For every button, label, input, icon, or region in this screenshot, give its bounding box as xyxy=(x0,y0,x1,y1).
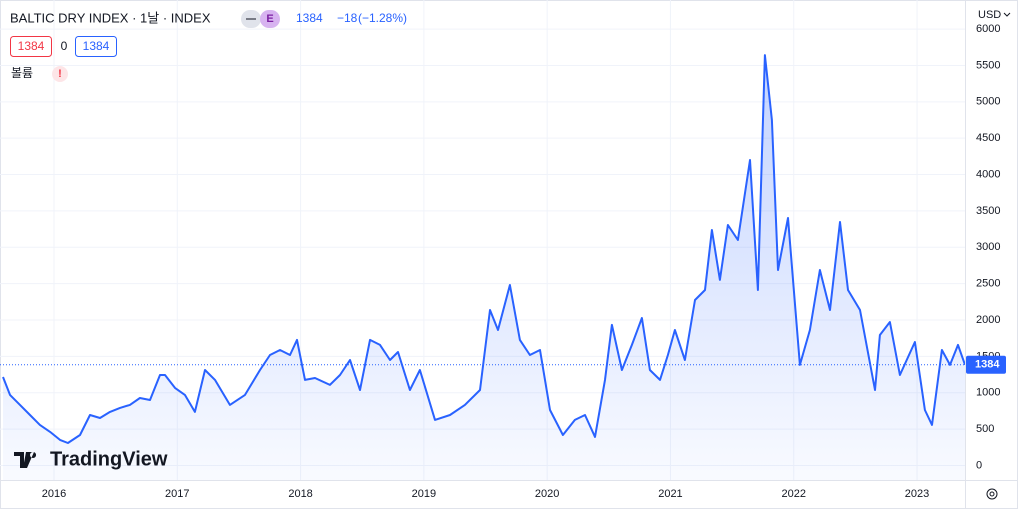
volume-label: 볼륨 xyxy=(11,66,33,80)
y-tick-label: 2500 xyxy=(976,278,1000,290)
y-tick-label: 5500 xyxy=(976,59,1000,71)
area xyxy=(2,55,966,480)
x-tick-label: 2021 xyxy=(658,488,682,500)
bid-box[interactable] xyxy=(10,36,52,57)
y-tick-label: 4500 xyxy=(976,132,1000,144)
x-tick-label: 2018 xyxy=(288,488,312,500)
last-price-label: 1384 xyxy=(975,359,1000,371)
settings-icon[interactable] xyxy=(986,488,998,500)
brand-logo xyxy=(14,452,37,468)
alert-icon[interactable] xyxy=(52,66,68,82)
y-tick-label: 4000 xyxy=(976,168,1000,180)
change-pct: (−1.28%) xyxy=(358,11,407,25)
currency[interactable]: USD xyxy=(978,9,1001,21)
ask: 1384 xyxy=(83,39,110,53)
y-tick-label: 6000 xyxy=(976,23,1000,35)
y-tick-label: 1000 xyxy=(976,387,1000,399)
y-tick-label: 3000 xyxy=(976,241,1000,253)
alert-label: ! xyxy=(58,68,62,80)
y-tick-label: 2000 xyxy=(976,314,1000,326)
line xyxy=(2,54,966,444)
settings-icon-core xyxy=(989,491,995,497)
last-price-box xyxy=(966,355,1006,374)
symbol-title: BALTIC DRY INDEX · 1날 · INDEX xyxy=(10,10,211,25)
x-tick-label: 2023 xyxy=(905,488,929,500)
x-tick-label: 2022 xyxy=(782,488,806,500)
ask-box[interactable] xyxy=(75,36,117,57)
y-tick-label: 500 xyxy=(976,423,994,435)
y-tick-label: 5000 xyxy=(976,96,1000,108)
brand: TradingView xyxy=(50,448,168,470)
bid: 1384 xyxy=(18,39,45,53)
collapse-icon xyxy=(246,18,256,20)
y-tick-label: 3500 xyxy=(976,205,1000,217)
spread: 0 xyxy=(61,39,68,53)
currency-caret xyxy=(1003,12,1011,17)
badge-label: E xyxy=(266,13,273,25)
x-tick-label: 2019 xyxy=(412,488,436,500)
change: −18 xyxy=(337,11,358,25)
earnings-badge[interactable] xyxy=(260,10,280,28)
x-tick-label: 2016 xyxy=(42,488,66,500)
y-tick-label: 0 xyxy=(976,459,982,471)
x-tick-label: 2017 xyxy=(165,488,189,500)
last-price: 1384 xyxy=(296,11,323,25)
x-tick-label: 2020 xyxy=(535,488,559,500)
